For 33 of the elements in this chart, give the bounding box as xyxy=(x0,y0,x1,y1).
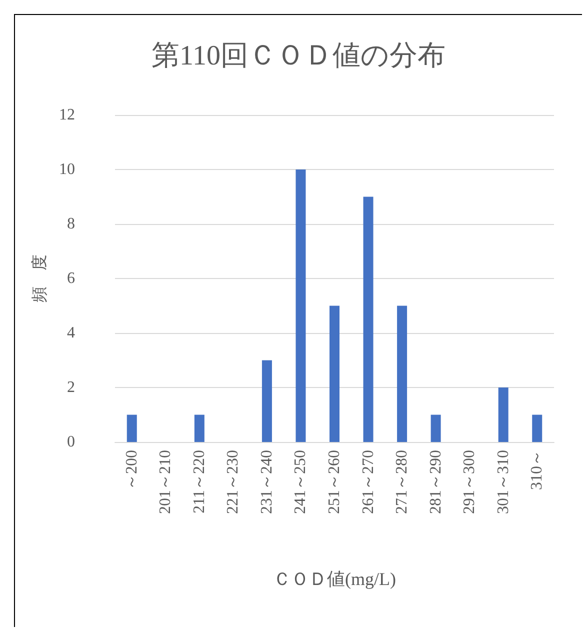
bar xyxy=(194,414,204,442)
bar xyxy=(397,306,408,442)
bar xyxy=(296,170,306,442)
y-axis-title: 頻 度 xyxy=(30,254,49,302)
x-tick-label: 241～250 xyxy=(292,450,310,514)
y-tick-label: 8 xyxy=(67,216,75,232)
bar xyxy=(330,306,340,442)
y-tick-label: 0 xyxy=(67,434,75,450)
bar xyxy=(532,414,542,442)
bar xyxy=(430,414,441,442)
y-tick-label: 2 xyxy=(67,379,75,396)
x-tick-label: ～200 xyxy=(123,450,140,490)
x-tick-label: 221～230 xyxy=(224,450,242,514)
x-tick-label: 201～210 xyxy=(157,450,174,514)
chart-title: 第110回ＣＯＤ値の分布 xyxy=(152,40,446,72)
x-tick-label: 301～310 xyxy=(494,450,512,514)
bar xyxy=(363,196,374,442)
bar xyxy=(262,360,272,442)
y-tick-label: 6 xyxy=(67,270,75,287)
y-tick-label: 12 xyxy=(59,106,75,124)
x-tick-label: 251～260 xyxy=(326,450,343,514)
y-tick-label: 4 xyxy=(67,324,75,342)
x-axis-title: ＣＯＤ値(mg/L) xyxy=(273,569,396,589)
x-tick-label: 291～300 xyxy=(461,450,478,514)
x-tick-label: 211～220 xyxy=(190,450,208,514)
x-tick-label: 310～ xyxy=(528,450,546,490)
bar xyxy=(126,414,137,442)
x-tick-label: 261～270 xyxy=(360,450,377,514)
x-tick-label: 231～240 xyxy=(258,450,276,514)
bar xyxy=(498,388,508,442)
x-tick-label: 281～290 xyxy=(427,450,444,514)
y-tick-label: 10 xyxy=(59,161,75,178)
x-tick-label: 271～280 xyxy=(394,450,411,514)
